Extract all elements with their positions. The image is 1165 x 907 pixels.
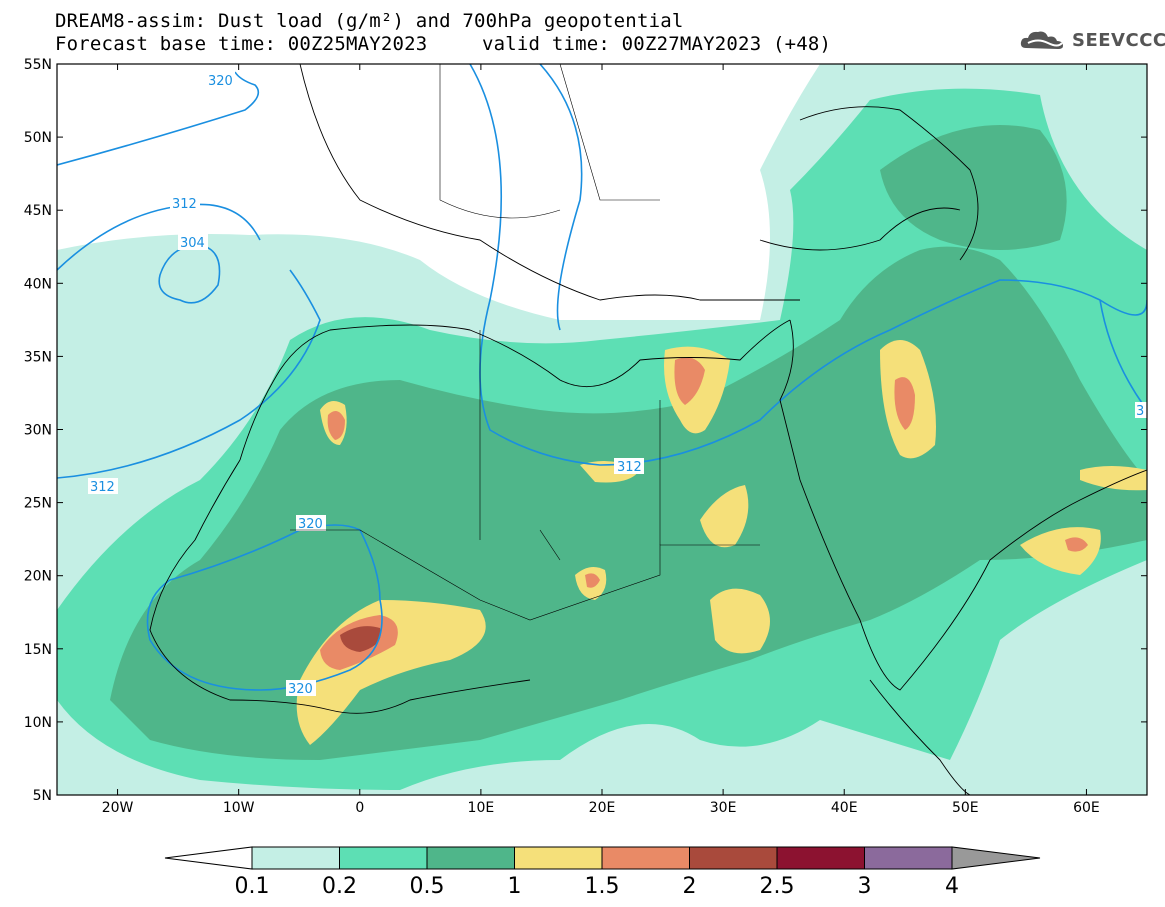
contour-label: 312 (172, 197, 197, 212)
colorbar-segment (426, 846, 515, 870)
map-title: DREAM8-assim: Dust load (g/m²) and 700hP… (55, 10, 684, 32)
geopotential-labels: 320 312 304 312 320 320 312 3 (88, 72, 1147, 697)
colorbar-segment (339, 846, 428, 870)
geopotential-line-320-loop (146, 524, 383, 691)
dust-contour-1.5 (1065, 537, 1088, 552)
longitude-label: 40E (831, 800, 858, 816)
latitude-label: 5N (33, 788, 52, 804)
colorbar-segment (514, 846, 603, 870)
colorbar-label: 1.5 (585, 874, 620, 899)
latitude-labels: 55N 50N 45N 40N 35N 30N 25N 20N 15N 10N 5N (24, 57, 52, 804)
longitude-label: 0 (355, 800, 364, 816)
longitude-label: 30E (710, 800, 737, 816)
colorbar-segment (776, 846, 865, 870)
contour-label: 320 (288, 682, 313, 697)
longitude-label: 50E (952, 800, 979, 816)
latitude-label: 15N (24, 642, 52, 658)
colorbar-segment (864, 846, 953, 870)
longitude-label: 20E (589, 800, 616, 816)
colorbar-segment (601, 846, 690, 870)
colorbar-under-triangle (164, 846, 253, 870)
colorbar-segment (689, 846, 778, 870)
colorbar-label: 1 (508, 874, 522, 899)
contour-label: 304 (180, 236, 205, 251)
contour-label: 312 (617, 460, 642, 475)
dust-load-field (57, 64, 1147, 795)
colorbar-label: 0.2 (322, 874, 357, 899)
country-borders (290, 64, 760, 621)
axis-ticks (57, 63, 1147, 796)
dust-contour-1.5 (674, 357, 705, 405)
colorbar-label: 2.5 (760, 874, 795, 899)
contour-label: 320 (208, 74, 233, 89)
dust-contour-1.5 (894, 377, 915, 430)
seevccc-logo: SEEVCCC (1018, 28, 1165, 52)
coastlines (149, 64, 1147, 795)
colorbar-label: 4 (945, 874, 959, 899)
longitude-label: 20W (102, 800, 134, 816)
latitude-label: 55N (24, 57, 52, 73)
latitude-label: 50N (24, 130, 52, 146)
latitude-label: 20N (24, 569, 52, 585)
longitude-label: 10W (223, 800, 255, 816)
latitude-label: 10N (24, 715, 52, 731)
latitude-label: 45N (24, 203, 52, 219)
colorbar-labels: 0.1 0.2 0.5 1 1.5 2 2.5 3 4 (235, 874, 960, 899)
geopotential-line-320-main (539, 64, 583, 331)
latitude-label: 35N (24, 349, 52, 365)
colorbar-label: 3 (858, 874, 872, 899)
colorbar-over-triangle (951, 846, 1041, 870)
longitude-label: 10E (468, 800, 495, 816)
colorbar-label: 0.5 (410, 874, 445, 899)
longitude-label: 60E (1073, 800, 1100, 816)
geopotential-line-312-south (57, 269, 321, 479)
dust-contour-1 (700, 485, 749, 548)
dust-contour-1.5 (585, 573, 600, 588)
contour-label: 3 (1136, 404, 1144, 419)
latitude-label: 25N (24, 496, 52, 512)
valid-time: valid time: 00Z27MAY2023 (+48) (482, 33, 832, 55)
contour-label: 312 (90, 480, 115, 495)
geopotential-line-320-north (57, 71, 260, 166)
dust-contour-1 (1080, 466, 1147, 491)
geopotential-line-312-main (469, 64, 1147, 466)
geopotential-line-east (1099, 299, 1147, 411)
dust-contour-2 (340, 626, 381, 652)
cloud-logo-icon (1020, 31, 1063, 49)
logo-text: SEEVCCC (1072, 29, 1165, 51)
dust-contour-1.5 (327, 411, 345, 440)
dust-contour-0.5 (880, 125, 1067, 250)
contour-label: 320 (298, 517, 323, 532)
colorbar (164, 846, 1041, 870)
longitude-labels: 20W 10W 0 10E 20E 30E 40E 50E 60E (102, 800, 1100, 816)
colorbar-label: 0.1 (235, 874, 270, 899)
colorbar-label: 2 (683, 874, 697, 899)
colorbar-segment (251, 846, 340, 870)
forecast-base-time: Forecast base time: 00Z25MAY2023 (55, 33, 428, 55)
latitude-label: 30N (24, 423, 52, 439)
latitude-label: 40N (24, 276, 52, 292)
dust-contour-1 (710, 588, 770, 654)
